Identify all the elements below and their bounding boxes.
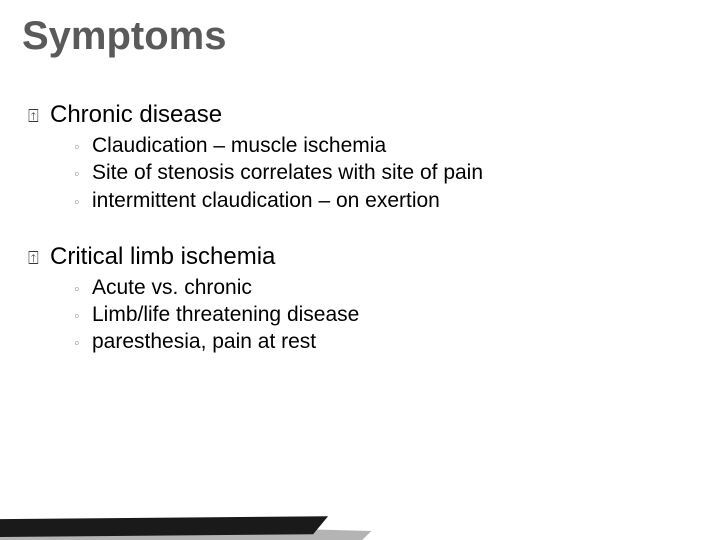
sub-bullet-icon: ◦ [74,165,92,186]
outline-sub-item: ◦ Limb/life threatening disease [74,301,680,328]
outline-sub-label: Claudication – muscle ischemia [92,132,386,159]
outline-item-label: Critical limb ischemia [50,242,275,272]
outline-sub-item: ◦ Acute vs. chronic [74,274,680,301]
outline-item: ⍐ Chronic disease ◦ Claudication – muscl… [28,100,680,214]
sub-bullet-icon: ◦ [74,334,92,355]
top-bullet-icon: ⍐ [28,104,50,128]
outline-sub-item: ◦ Site of stenosis correlates with site … [74,159,680,186]
outline-item: ⍐ Critical limb ischemia ◦ Acute vs. chr… [28,242,680,356]
outline-sub-label: Limb/life threatening disease [92,301,359,328]
top-bullet-icon: ⍐ [28,246,50,270]
outline-sub-label: Site of stenosis correlates with site of… [92,159,483,186]
sub-bullet-icon: ◦ [74,193,92,214]
sub-bullet-icon: ◦ [74,280,92,301]
outline-sub-label: intermittent claudication – on exertion [92,187,440,214]
outline-sub-label: paresthesia, pain at rest [92,328,316,355]
slide-body: ⍐ Chronic disease ◦ Claudication – muscl… [28,100,680,384]
outline-item-label: Chronic disease [50,100,222,130]
outline-sub-item: ◦ intermittent claudication – on exertio… [74,187,680,214]
outline-sub-item: ◦ Claudication – muscle ischemia [74,132,680,159]
sub-bullet-icon: ◦ [74,138,92,159]
slide-title: Symptoms [22,14,227,59]
sub-bullet-icon: ◦ [74,307,92,328]
outline-sub-label: Acute vs. chronic [92,274,252,301]
outline-sub-item: ◦ paresthesia, pain at rest [74,328,680,355]
